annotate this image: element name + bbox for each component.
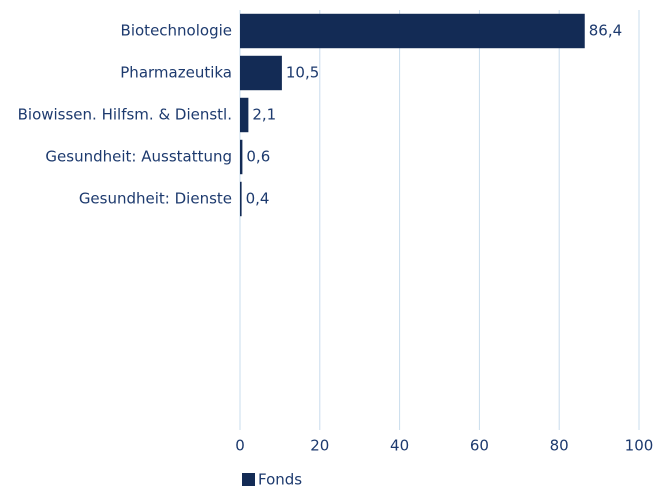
bar xyxy=(240,181,242,217)
legend-swatch xyxy=(242,473,255,486)
legend-label: Fonds xyxy=(258,471,302,489)
y-tick-label: Gesundheit: Dienste xyxy=(79,190,232,208)
x-tick-label: 60 xyxy=(470,437,489,455)
bar xyxy=(240,139,243,175)
bar xyxy=(240,13,585,49)
x-tick-label: 40 xyxy=(390,437,409,455)
bar xyxy=(240,55,282,91)
data-label: 10,5 xyxy=(286,64,319,82)
data-label: 0,4 xyxy=(246,190,270,208)
data-label: 86,4 xyxy=(589,22,622,40)
y-tick-label: Biotechnologie xyxy=(121,22,232,40)
y-tick-label: Pharmazeutika xyxy=(120,64,232,82)
x-tick-label: 100 xyxy=(625,437,654,455)
y-tick-label: Biowissen. Hilfsm. & Dienstl. xyxy=(18,106,232,124)
x-tick-label: 0 xyxy=(235,437,245,455)
y-tick-label: Gesundheit: Ausstattung xyxy=(45,148,232,166)
bar xyxy=(240,97,249,133)
x-tick-label: 80 xyxy=(550,437,569,455)
data-label: 0,6 xyxy=(246,148,270,166)
x-tick-label: 20 xyxy=(310,437,329,455)
data-label: 2,1 xyxy=(252,106,276,124)
